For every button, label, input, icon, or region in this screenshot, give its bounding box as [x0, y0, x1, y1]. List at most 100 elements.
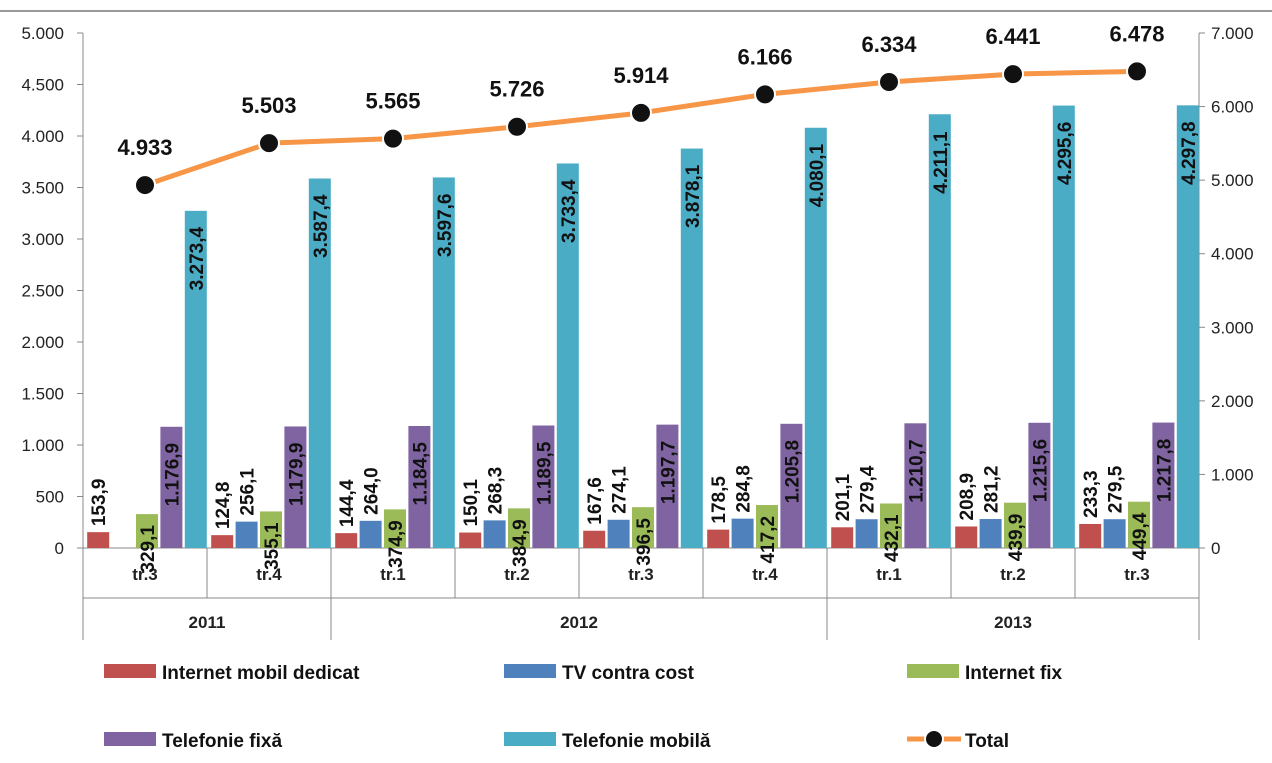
bar-data-label: 233,3	[1081, 470, 1102, 518]
bar-data-label: 279,5	[1106, 465, 1127, 513]
bar-data-label: 1.189,5	[534, 441, 555, 505]
total-line	[144, 68, 1138, 188]
bar-data-label: 153,9	[89, 479, 110, 527]
left-tick-label: 2.000	[21, 333, 64, 352]
bar-data-label: 1.176,9	[162, 443, 183, 506]
left-tick-label: 3.500	[21, 179, 64, 198]
bar	[583, 530, 606, 548]
bar-data-label: 281,2	[982, 465, 1003, 513]
bar	[880, 503, 902, 548]
bar-data-label: 355,1	[262, 522, 283, 570]
bar-data-label: 208,9	[957, 473, 978, 521]
bar-data-label: 256,1	[238, 468, 259, 516]
bar	[607, 519, 630, 548]
left-tick-label: 3.000	[21, 230, 64, 249]
bar-data-label: 439,9	[1006, 514, 1027, 562]
bar-data-label: 374,9	[386, 520, 407, 568]
left-tick-label: 4.500	[21, 76, 64, 95]
bar-data-label: 201,1	[833, 473, 854, 521]
right-tick-label: 6.000	[1211, 98, 1254, 117]
bar-data-label: 396,5	[634, 518, 655, 566]
axes: 0 500 1.000 1.500 2.000 2.500 3.000 3.500 4.000 4…	[21, 24, 1254, 640]
right-tick-label: 5.000	[1211, 171, 1254, 190]
bar	[1052, 105, 1075, 549]
right-tick-label: 7.000	[1211, 24, 1254, 43]
bar	[408, 425, 431, 548]
category-label: tr.2	[1000, 565, 1026, 584]
bar	[359, 520, 382, 548]
bar	[432, 177, 455, 548]
left-tick-label: 5.000	[21, 24, 64, 43]
category-label: tr.1	[876, 565, 902, 584]
bar	[308, 178, 331, 548]
bar-data-label: 449,4	[1130, 512, 1151, 560]
bar-data-label: 1.215,6	[1030, 439, 1051, 502]
legend: Internet mobil dedicat TV contra cost Inte…	[104, 663, 1063, 752]
bar-data-label: 4.211,1	[931, 131, 952, 194]
category-label: tr.3	[1124, 565, 1150, 584]
category-label: tr.4	[752, 565, 778, 584]
right-tick-label: 4.000	[1211, 245, 1254, 264]
legend-swatch	[504, 664, 556, 678]
bar	[680, 148, 703, 548]
bar	[804, 127, 827, 549]
bar-data-label: 274,1	[610, 466, 631, 514]
bar	[904, 423, 927, 548]
right-tick-label: 2.000	[1211, 392, 1254, 411]
legend-swatch	[907, 664, 959, 678]
bar-data-label: 329,1	[138, 525, 159, 573]
left-tick-label: 4.000	[21, 127, 64, 146]
bar	[979, 519, 1002, 548]
bar	[780, 423, 803, 548]
year-label: 2012	[560, 613, 598, 632]
category-label: tr.1	[380, 565, 406, 584]
total-point	[630, 101, 652, 124]
bar	[756, 505, 778, 548]
legend-label: Internet fix	[965, 663, 1063, 684]
year-label: 2013	[994, 613, 1032, 632]
bar	[1176, 105, 1199, 548]
bar-data-label: 3.587,4	[311, 194, 332, 258]
total-data-label: 5.914	[613, 63, 669, 88]
bar	[235, 521, 258, 548]
bar-data-label: 417,2	[758, 516, 779, 564]
bar	[1028, 422, 1051, 548]
category-label: tr.2	[504, 565, 530, 584]
total-data-label: 5.565	[365, 89, 420, 114]
bar	[731, 518, 754, 548]
bar-data-label: 1.184,5	[410, 442, 431, 506]
total-line-layer: 4.933 5.503 5.565 5.726 5.914 6.166 6.334 6.441…	[117, 21, 1165, 197]
bar	[831, 527, 854, 548]
bar	[556, 163, 579, 549]
total-point	[382, 127, 404, 150]
legend-swatch	[104, 732, 156, 746]
legend-label: Telefonie mobilă	[562, 731, 711, 752]
left-tick-label: 1.500	[21, 385, 64, 404]
bar	[508, 508, 530, 548]
bar-data-label: 1.205,8	[782, 440, 803, 503]
left-tick-label: 0	[55, 539, 64, 558]
total-point	[134, 174, 156, 197]
legend-swatch	[504, 732, 556, 746]
bar-data-label: 124,8	[213, 482, 234, 530]
bar-data-label: 150,1	[461, 479, 482, 527]
bar-data-label: 1.197,7	[658, 441, 679, 504]
bar	[384, 509, 406, 548]
bar	[211, 535, 234, 548]
total-point	[878, 70, 900, 93]
legend-marker	[924, 729, 944, 749]
bar-data-label: 279,4	[858, 465, 879, 513]
bar	[483, 520, 506, 548]
bar	[1103, 519, 1126, 548]
bar	[707, 529, 730, 548]
total-data-label: 6.166	[737, 44, 792, 69]
bar-data-label: 432,1	[882, 514, 903, 562]
bar	[656, 424, 679, 548]
total-point	[258, 132, 280, 155]
bar	[855, 519, 878, 548]
bar	[1004, 502, 1026, 548]
left-tick-label: 500	[36, 488, 64, 507]
bar	[335, 533, 358, 548]
bar	[160, 426, 183, 548]
